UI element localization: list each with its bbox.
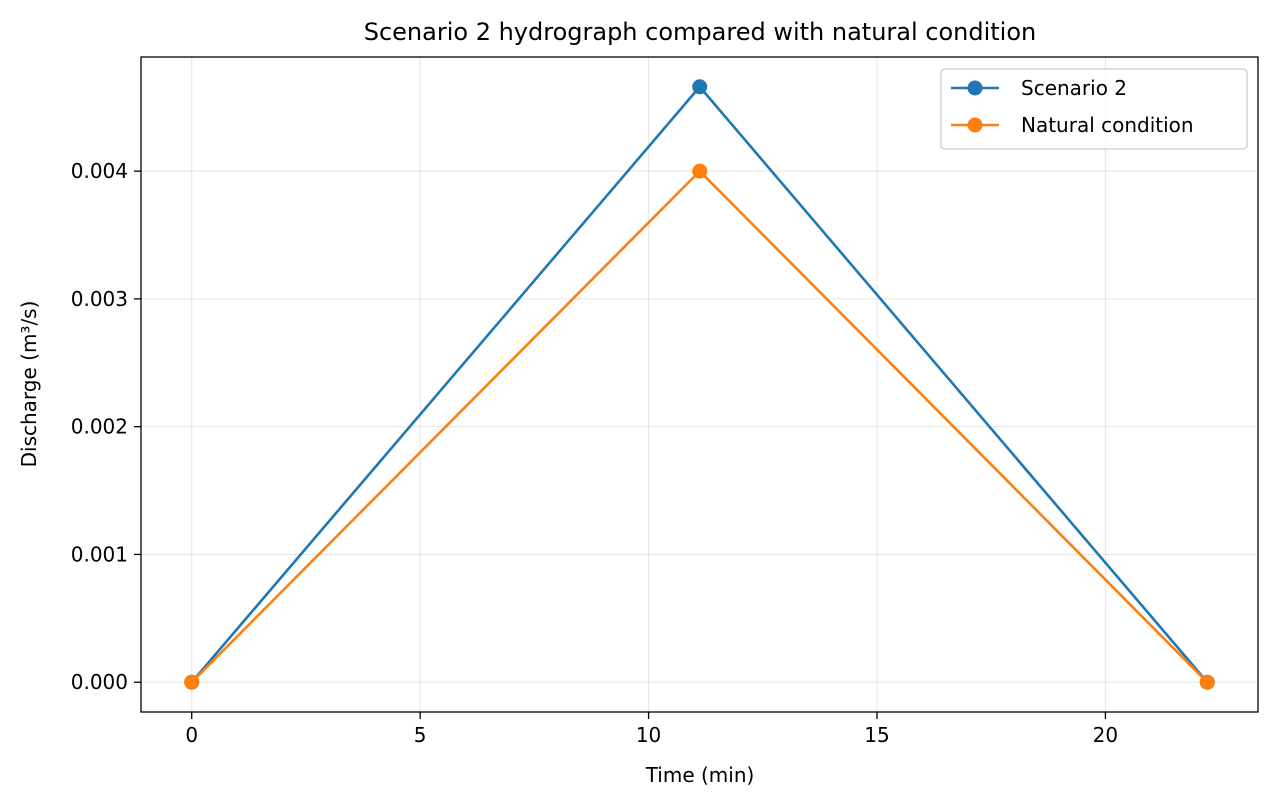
legend-label-scenario-2: Scenario 2 <box>1021 76 1127 100</box>
y-tick-label: 0.000 <box>71 670 128 694</box>
legend-label-natural-condition: Natural condition <box>1021 113 1194 137</box>
chart-title: Scenario 2 hydrograph compared with natu… <box>364 18 1037 46</box>
x-tick-label: 20 <box>1093 723 1118 747</box>
x-axis-label: Time (min) <box>645 763 755 787</box>
data-point-natural-condition <box>1199 674 1215 690</box>
y-axis-ticks: 0.000 0.001 0.002 0.003 0.004 <box>71 159 141 694</box>
grid-lines <box>141 57 1258 712</box>
y-tick-label: 0.001 <box>71 542 128 566</box>
data-point-natural-condition <box>692 163 708 179</box>
x-tick-label: 10 <box>636 723 661 747</box>
legend-marker-scenario-2 <box>967 80 983 96</box>
x-tick-label: 15 <box>864 723 889 747</box>
legend: Scenario 2 Natural condition <box>940 68 1248 150</box>
data-point-natural-condition <box>184 674 200 690</box>
legend-marker-natural-condition <box>967 117 983 133</box>
y-tick-label: 0.004 <box>71 159 128 183</box>
x-tick-label: 0 <box>185 723 198 747</box>
x-tick-label: 5 <box>414 723 427 747</box>
plot-frame <box>140 56 1259 713</box>
series-layer <box>184 79 1215 690</box>
data-point-scenario-2 <box>692 79 708 95</box>
y-tick-label: 0.003 <box>71 287 128 311</box>
y-axis-label: Discharge (m³/s) <box>17 301 41 468</box>
x-axis-ticks: 0 5 10 15 20 <box>185 712 1118 747</box>
legend-frame <box>940 68 1248 150</box>
y-tick-label: 0.002 <box>71 415 128 439</box>
